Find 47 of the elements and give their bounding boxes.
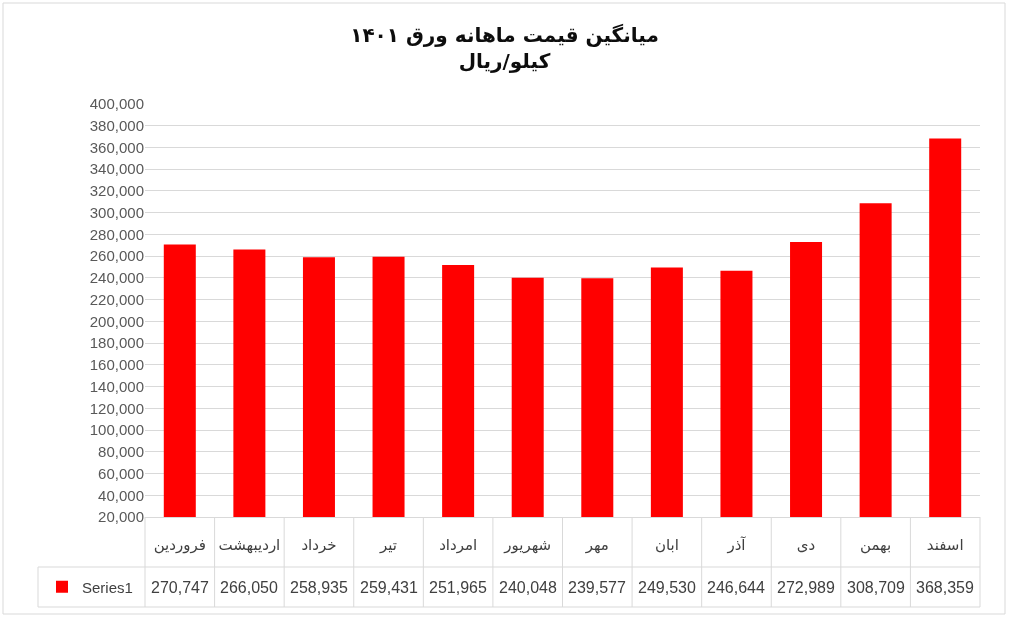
- x-tick-label: اسفند: [926, 536, 964, 554]
- data-label: 270,747: [151, 579, 209, 596]
- data-label: 249,530: [638, 579, 696, 596]
- data-label: 368,359: [916, 579, 974, 596]
- x-tick-label: امرداد: [439, 536, 478, 554]
- y-tick-label: 200,000: [89, 312, 144, 330]
- y-tick-label: 80,000: [98, 443, 144, 461]
- y-tick-label: 160,000: [89, 356, 144, 374]
- x-tick-label: مهر: [584, 536, 609, 554]
- x-tick-label: تیر: [379, 536, 398, 554]
- data-label: 240,048: [499, 579, 557, 596]
- y-tick-label: 340,000: [89, 160, 144, 178]
- x-tick-label: خرداد: [301, 536, 337, 554]
- y-tick-label: 300,000: [89, 203, 144, 221]
- data-label: 251,965: [429, 579, 487, 596]
- y-tick-label: 60,000: [98, 464, 144, 482]
- y-tick-label: 100,000: [89, 421, 144, 439]
- legend-label: Series1: [82, 578, 133, 596]
- data-label: 246,644: [707, 579, 765, 596]
- y-tick-label: 120,000: [89, 399, 144, 417]
- x-tick-label: بهمن: [860, 536, 892, 554]
- y-tick-label: 20,000: [98, 508, 144, 526]
- y-tick-label: 220,000: [89, 290, 144, 308]
- chart-title: میانگین قیمت ماهانه ورق ۱۴۰۱: [350, 23, 659, 47]
- y-tick-label: 360,000: [89, 138, 144, 156]
- x-tick-label: اردیبهشت: [218, 536, 281, 554]
- data-label: 272,989: [777, 579, 835, 596]
- y-tick-label: 40,000: [98, 486, 144, 504]
- y-tick-label: 180,000: [89, 334, 144, 352]
- x-tick-label: دی: [796, 536, 816, 554]
- data-label: 239,577: [568, 579, 626, 596]
- y-tick-label: 400,000: [89, 95, 144, 113]
- data-label: 258,935: [290, 579, 348, 596]
- x-tick-label: شهریور: [503, 536, 552, 554]
- y-tick-label: 280,000: [89, 225, 144, 243]
- chart-subtitle: کیلو/ریال: [458, 49, 551, 73]
- y-tick-label: 140,000: [89, 377, 144, 395]
- x-tick-label: فروردین: [153, 536, 206, 554]
- y-tick-label: 320,000: [89, 182, 144, 200]
- y-tick-label: 260,000: [89, 247, 144, 265]
- x-tick-label: ابان: [654, 536, 679, 554]
- data-label: 308,709: [847, 579, 905, 596]
- data-label: 259,431: [360, 579, 418, 596]
- y-tick-label: 380,000: [89, 116, 144, 134]
- x-tick-label: آذر: [726, 536, 747, 554]
- y-tick-label: 240,000: [89, 269, 144, 287]
- data-label: 266,050: [220, 579, 278, 596]
